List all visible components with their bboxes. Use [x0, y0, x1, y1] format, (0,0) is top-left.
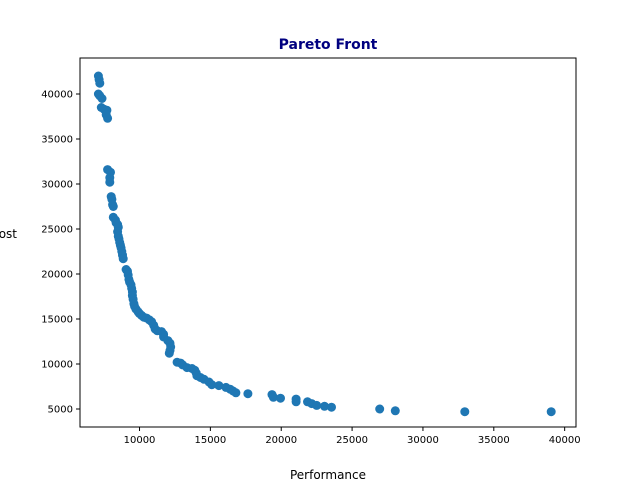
y-axis-label: Cost: [0, 227, 17, 241]
y-tick-label: 35000: [41, 135, 73, 146]
x-tick-label: 30000: [407, 435, 439, 446]
data-point: [268, 392, 278, 402]
y-tick-label: 30000: [41, 180, 73, 191]
x-tick-label: 10000: [124, 435, 156, 446]
chart-title: Pareto Front: [279, 37, 378, 53]
data-point: [546, 407, 556, 417]
x-tick-label: 25000: [336, 435, 368, 446]
y-tick-label: 5000: [48, 405, 73, 416]
x-tick-label: 40000: [549, 435, 581, 446]
data-point: [214, 381, 224, 391]
data-point: [312, 400, 322, 410]
data-point: [375, 404, 385, 414]
data-point: [291, 397, 301, 407]
x-tick-label: 15000: [194, 435, 226, 446]
plot-frame: [79, 57, 577, 428]
data-points: [93, 71, 556, 417]
y-tick-label: 10000: [41, 360, 73, 371]
data-point: [460, 407, 470, 417]
data-point: [105, 177, 115, 187]
y-tick-label: 15000: [41, 315, 73, 326]
data-point: [320, 401, 329, 411]
x-axis-label: Performance: [290, 468, 366, 480]
y-axis: 5000 10000 15000 20000 25000 30000 35000 40000: [41, 90, 80, 416]
data-point: [390, 406, 400, 416]
x-tick-label: 35000: [478, 435, 510, 446]
data-point: [118, 254, 128, 264]
y-tick-label: 40000: [41, 90, 73, 101]
data-point: [103, 113, 113, 123]
data-point: [276, 393, 285, 403]
y-tick-label: 25000: [41, 225, 73, 236]
data-point: [95, 78, 105, 88]
data-point: [97, 94, 107, 103]
y-tick-label: 20000: [41, 270, 73, 281]
x-axis: 10000 15000 20000 25000 30000 35000 40000: [124, 427, 581, 446]
data-point: [108, 202, 118, 211]
x-tick-label: 20000: [265, 435, 297, 446]
data-point: [231, 388, 241, 398]
data-point: [327, 402, 336, 412]
data-point: [164, 348, 174, 358]
data-point: [207, 380, 217, 390]
data-point: [243, 389, 253, 399]
